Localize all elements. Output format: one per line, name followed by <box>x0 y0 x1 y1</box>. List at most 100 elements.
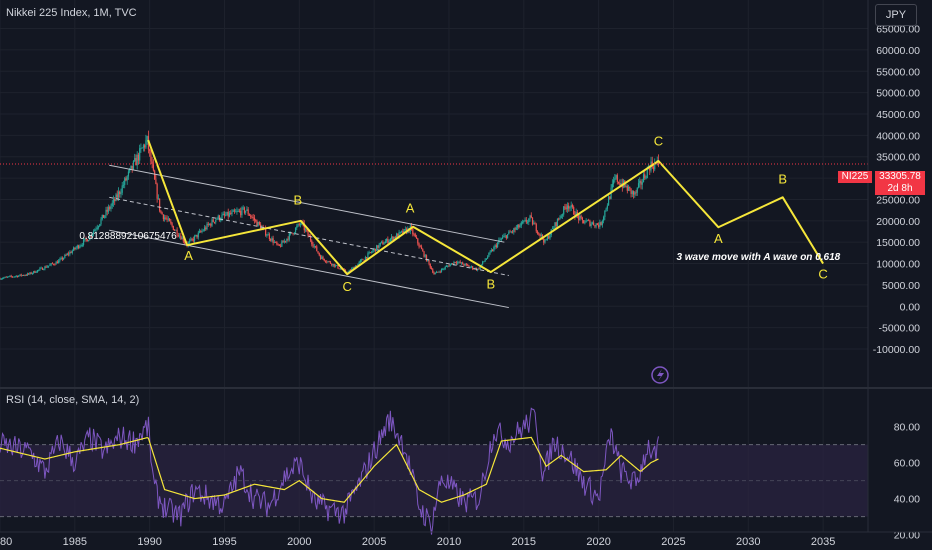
candle-body <box>632 191 635 195</box>
candle-body <box>599 222 601 227</box>
candle-body <box>430 267 433 270</box>
candle-body <box>442 268 444 270</box>
candle-body <box>500 238 502 240</box>
candle-body <box>26 273 29 276</box>
candle-body <box>328 261 330 263</box>
candle-body <box>173 230 176 231</box>
candle-body <box>452 263 454 265</box>
candle-body <box>327 261 329 263</box>
candle-body <box>612 180 615 184</box>
candle-body <box>424 255 426 257</box>
price-channel <box>109 164 509 309</box>
candle-body <box>81 244 83 246</box>
lightning-logo-glyph <box>657 369 664 381</box>
candle-body <box>413 234 415 236</box>
candle-body <box>402 230 404 234</box>
candle-body <box>450 263 453 265</box>
candle-body <box>397 233 399 237</box>
candle-body <box>141 147 143 149</box>
candle-body <box>280 245 282 247</box>
candle-body <box>376 245 378 251</box>
candle-body <box>558 218 560 220</box>
time-tick-label: 2025 <box>661 536 685 548</box>
candle-body <box>309 236 312 241</box>
candle-body <box>232 210 234 212</box>
candle-body <box>465 263 468 265</box>
candle-body <box>230 213 232 215</box>
candle-body <box>281 241 283 247</box>
candle-body <box>514 228 516 230</box>
candle-body <box>115 194 117 202</box>
candle-body <box>116 194 118 198</box>
candle-body <box>137 154 140 161</box>
candle-body <box>364 257 367 261</box>
candle-body <box>657 160 660 166</box>
candle-body <box>585 220 587 223</box>
channel-mid-line <box>109 196 509 276</box>
candle-body <box>594 225 596 227</box>
candle-body <box>546 236 549 240</box>
candle-body <box>403 229 405 234</box>
panel-separators <box>0 0 932 533</box>
candle-body <box>212 219 214 222</box>
candle-body <box>132 161 135 170</box>
rsi-bands <box>0 444 868 518</box>
candle-body <box>18 275 20 277</box>
candle-body <box>439 271 441 273</box>
candle-body <box>71 250 73 253</box>
candle-body <box>208 223 211 225</box>
wave-label: A <box>406 200 415 215</box>
candle-body <box>76 245 78 248</box>
candle-body <box>586 220 588 222</box>
candle-body <box>338 268 340 270</box>
candle-body <box>505 235 507 239</box>
candle-body <box>556 218 559 227</box>
candle-body <box>652 166 655 170</box>
rsi-tick-label: 20.00 <box>894 530 920 542</box>
candle-body <box>298 223 300 225</box>
candle-body <box>483 261 485 263</box>
rsi-title: RSI (14, close, SMA, 14, 2) <box>6 394 140 406</box>
candle-body <box>294 227 297 233</box>
candle-body <box>292 233 294 235</box>
candle-body <box>351 268 353 271</box>
candle-body <box>425 255 428 262</box>
candle-body <box>142 145 145 148</box>
candle-body <box>477 268 479 271</box>
candle-body <box>332 263 334 266</box>
candle-body <box>5 276 7 278</box>
candle-body <box>284 240 287 242</box>
candle-body <box>399 231 401 233</box>
time-axis: 1980 1985 1990 1995 2000 2005 2010 2015 2020 2025… <box>0 536 835 548</box>
candle-body <box>361 259 363 261</box>
candle-body <box>182 237 184 242</box>
rsi-band-fill <box>0 444 868 517</box>
candle-body <box>25 275 27 276</box>
candle-body <box>331 263 333 266</box>
candle-body <box>180 235 182 240</box>
candle-body <box>136 154 138 166</box>
candle-body <box>604 210 606 218</box>
candle-body <box>304 229 307 231</box>
candle-body <box>417 238 419 244</box>
candle-body <box>654 162 656 170</box>
candle-body <box>241 207 243 216</box>
candle-body <box>11 276 14 278</box>
candle-body <box>386 238 388 242</box>
price-tick-label: 45000.00 <box>876 109 920 121</box>
candle-body <box>317 251 319 254</box>
candle-body <box>157 198 159 200</box>
candle-body <box>151 161 153 165</box>
candle-body <box>530 215 532 218</box>
candle-body <box>107 207 110 212</box>
candle-body <box>366 257 368 259</box>
candle-body <box>462 262 464 265</box>
candle-body <box>440 269 443 272</box>
time-tick-label: 2015 <box>512 536 536 548</box>
currency-button[interactable]: JPY <box>875 4 917 26</box>
candle-body <box>615 175 617 179</box>
candle-body <box>590 223 592 226</box>
candle-body <box>472 266 474 269</box>
candle-body <box>91 234 93 237</box>
candle-body <box>493 247 495 251</box>
